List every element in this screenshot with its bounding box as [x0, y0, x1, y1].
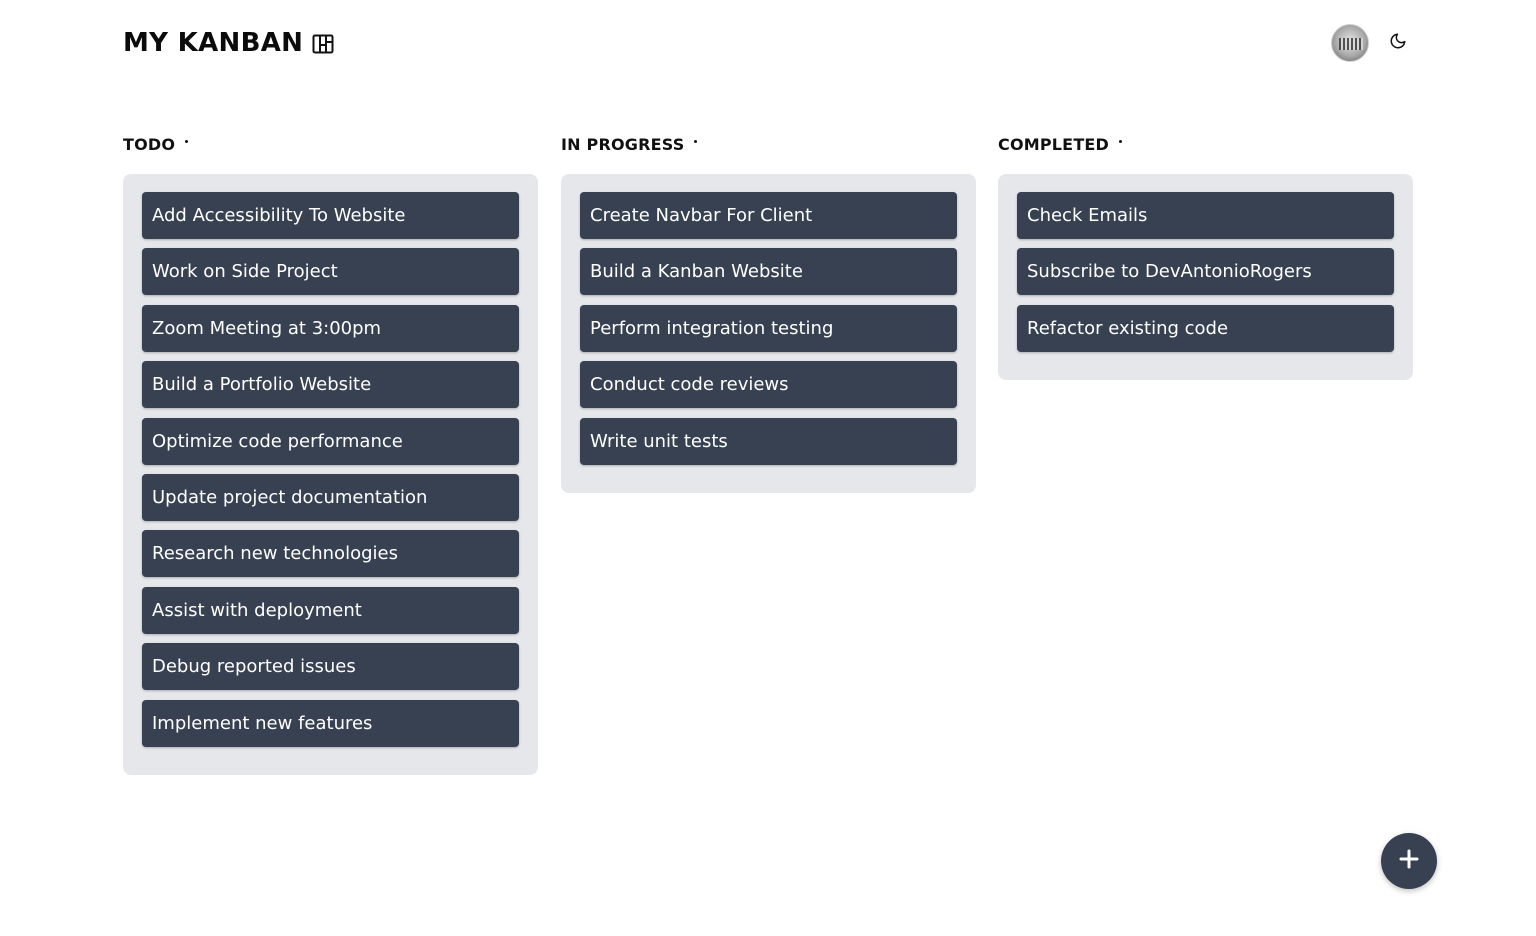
- column-header: IN PROGRESS: [561, 132, 976, 156]
- column-dropzone-completed[interactable]: Check Emails Subscribe to DevAntonioRoge…: [998, 174, 1413, 380]
- task-card[interactable]: Optimize code performance: [142, 417, 519, 465]
- column-in-progress: IN PROGRESS Create Navbar For Client Bui…: [561, 132, 976, 493]
- column-title: IN PROGRESS: [561, 134, 685, 154]
- add-task-button[interactable]: [1381, 833, 1437, 889]
- task-card[interactable]: Assist with deployment: [142, 586, 519, 634]
- task-card[interactable]: Implement new features: [142, 699, 519, 747]
- kanban-board-icon: [312, 33, 334, 55]
- column-dot-icon: [694, 139, 698, 143]
- task-card[interactable]: Build a Portfolio Website: [142, 361, 519, 409]
- column-dot-icon: [1119, 139, 1123, 143]
- task-card[interactable]: Add Accessibility To Website: [142, 192, 519, 239]
- task-card[interactable]: Debug reported issues: [142, 643, 519, 691]
- plus-icon: [1399, 849, 1419, 873]
- column-dot-icon: [185, 139, 189, 143]
- column-completed: COMPLETED Check Emails Subscribe to DevA…: [998, 132, 1413, 380]
- task-card[interactable]: Build a Kanban Website: [580, 248, 957, 296]
- header: MY KANBAN: [123, 24, 1413, 62]
- header-actions: [1331, 24, 1413, 62]
- task-card[interactable]: Create Navbar For Client: [580, 192, 957, 239]
- column-dropzone-in-progress[interactable]: Create Navbar For Client Build a Kanban …: [561, 174, 976, 493]
- column-header: COMPLETED: [998, 132, 1413, 156]
- moon-icon: [1389, 32, 1407, 54]
- task-card[interactable]: Perform integration testing: [580, 304, 957, 352]
- task-card[interactable]: Write unit tests: [580, 417, 957, 465]
- column-todo: TODO Add Accessibility To Website Work o…: [123, 132, 538, 775]
- task-card[interactable]: Zoom Meeting at 3:00pm: [142, 304, 519, 352]
- column-title: COMPLETED: [998, 134, 1110, 154]
- task-card[interactable]: Conduct code reviews: [580, 361, 957, 409]
- page-title: MY KANBAN: [123, 28, 304, 58]
- column-title: TODO: [123, 134, 176, 154]
- task-card[interactable]: Subscribe to DevAntonioRogers: [1017, 248, 1394, 296]
- column-header: TODO: [123, 132, 538, 156]
- task-card[interactable]: Refactor existing code: [1017, 304, 1394, 352]
- task-card[interactable]: Update project documentation: [142, 473, 519, 521]
- task-card[interactable]: Research new technologies: [142, 530, 519, 578]
- brand: MY KANBAN: [123, 28, 334, 58]
- task-card[interactable]: Work on Side Project: [142, 248, 519, 296]
- avatar[interactable]: [1331, 24, 1369, 62]
- column-dropzone-todo[interactable]: Add Accessibility To Website Work on Sid…: [123, 174, 538, 775]
- theme-toggle-button[interactable]: [1383, 28, 1413, 58]
- task-card[interactable]: Check Emails: [1017, 192, 1394, 239]
